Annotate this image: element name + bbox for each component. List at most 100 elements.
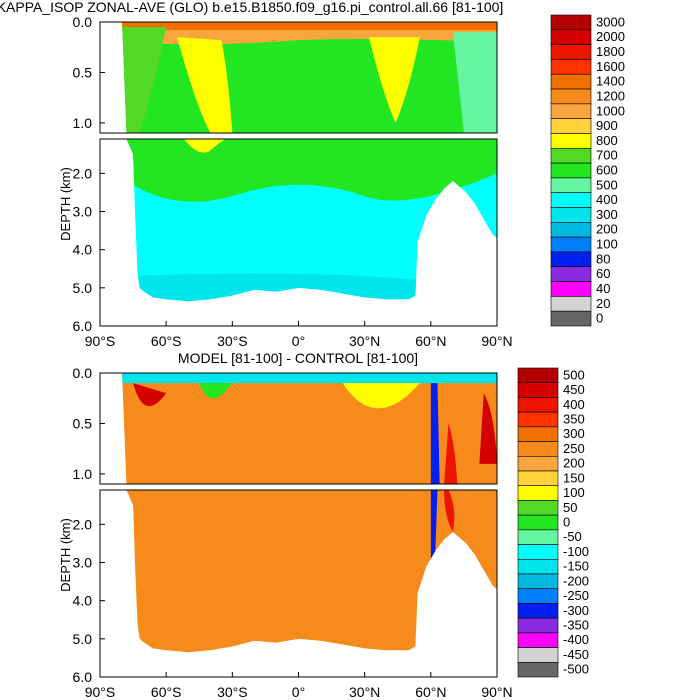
colorbar-swatch [517, 470, 559, 487]
y-tick-label: 6.0 [73, 669, 93, 685]
colorbar-label: 800 [596, 133, 618, 148]
colorbar-label: 60 [596, 266, 610, 281]
colorbar-swatch [550, 310, 592, 327]
colorbar-swatch [550, 118, 592, 134]
colorbar-swatch [517, 558, 559, 575]
y-tick-label: 5.0 [73, 280, 93, 296]
x-tick-label: 30°S [217, 684, 248, 700]
colorbar-swatch [550, 266, 592, 282]
lower-field [126, 139, 497, 302]
colorbar-label: -350 [563, 618, 589, 633]
panel-2: MODEL [81-100] - CONTROL [81-100] DEPTH (… [58, 350, 589, 700]
colorbar-label: 400 [563, 397, 585, 412]
colorbar-swatch [517, 647, 559, 663]
x-tick-label: 0° [292, 333, 305, 349]
colorbar-swatch [517, 603, 559, 619]
colorbar-label: 0 [563, 515, 570, 530]
x-tick-label: 90°N [481, 333, 512, 349]
colorbar-label: 250 [563, 441, 585, 456]
colorbar-swatch [550, 59, 592, 75]
x-tick-label: 60°N [415, 333, 446, 349]
colorbar-label: 100 [596, 237, 618, 252]
colorbar-swatch [550, 147, 592, 164]
colorbar-label: 100 [563, 485, 585, 500]
colorbar-swatch [550, 192, 592, 208]
colorbar-swatch [550, 162, 592, 179]
colorbar-swatch [517, 529, 559, 545]
y-tick-label: 3.0 [73, 204, 93, 220]
colorbar-label: 500 [563, 367, 585, 382]
colorbar-label: 350 [563, 412, 585, 427]
y-tick-label: 0.5 [73, 415, 93, 431]
colorbar-label: 2000 [596, 29, 625, 44]
y-tick-label: 0.0 [73, 365, 93, 381]
colorbar-swatch [550, 281, 592, 297]
upper-field [122, 22, 498, 133]
colorbar-label: 1800 [596, 44, 625, 59]
colorbar-swatch [517, 485, 559, 501]
colorbar-label: 450 [563, 382, 585, 397]
colorbar-label: 600 [596, 163, 618, 178]
colorbar-swatch [517, 632, 559, 648]
colorbar-label: -400 [563, 632, 589, 647]
upper-field [122, 373, 498, 484]
colorbar-swatch [517, 617, 559, 634]
x-tick-label: 30°N [349, 333, 380, 349]
colorbar-swatch [550, 133, 592, 149]
x-tick-label: 60°N [415, 684, 446, 700]
colorbar-label: -50 [563, 529, 582, 544]
colorbar-swatch [550, 236, 592, 253]
colorbar-label: 200 [596, 222, 618, 237]
colorbar-label: 500 [596, 177, 618, 192]
colorbar-swatch [517, 367, 559, 384]
colorbar-label: 3000 [596, 14, 625, 29]
chart-title: KAPPA_ISOP ZONAL-AVE (GLO) b.e15.B1850.f… [0, 0, 503, 15]
x-tick-label: 60°S [151, 684, 182, 700]
x-tick-label: 90°S [85, 333, 116, 349]
colorbar-label: -500 [563, 662, 589, 677]
colorbar-label: 20 [596, 296, 610, 311]
panel-1: KAPPA_ISOP ZONAL-AVE (GLO) b.e15.B1850.f… [0, 0, 625, 349]
x-tick-label: 90°N [481, 684, 512, 700]
colorbar-swatch [550, 251, 592, 268]
y-tick-label: 3.0 [73, 555, 93, 571]
colorbar-swatch [517, 426, 559, 442]
colorbar-label: 900 [596, 118, 618, 133]
x-tick-label: 30°N [349, 684, 380, 700]
colorbar-label: -450 [563, 647, 589, 662]
y-tick-label: 0.5 [73, 64, 93, 80]
colorbar-swatch [517, 441, 559, 457]
colorbar-swatch [517, 397, 559, 413]
colorbar-label: 150 [563, 470, 585, 485]
colorbar-label: 700 [596, 148, 618, 163]
colorbar-label: 200 [563, 456, 585, 471]
colorbar-swatch [517, 573, 559, 590]
colorbar-label: 400 [596, 192, 618, 207]
colorbar-swatch [550, 73, 592, 90]
colorbar-label: -150 [563, 559, 589, 574]
colorbar-swatch [550, 222, 592, 238]
lower-field [126, 490, 497, 653]
colorbar-label: -100 [563, 544, 589, 559]
y-axis-label: DEPTH (km) [58, 518, 73, 592]
x-tick-label: 30°S [217, 333, 248, 349]
colorbar-label: 300 [563, 426, 585, 441]
y-tick-label: 6.0 [73, 318, 93, 334]
y-tick-label: 4.0 [73, 593, 93, 609]
colorbar-label: -250 [563, 588, 589, 603]
colorbar-swatch [550, 44, 592, 60]
y-axis-label: DEPTH (km) [58, 167, 73, 241]
x-tick-label: 60°S [151, 333, 182, 349]
colorbar-swatch [517, 514, 559, 531]
colorbar-swatch [517, 588, 559, 604]
colorbar-swatch [517, 500, 559, 516]
colorbar-label: 1600 [596, 59, 625, 74]
colorbar-swatch [550, 177, 592, 194]
y-tick-label: 0.0 [73, 14, 93, 30]
colorbar-swatch [550, 207, 592, 223]
y-tick-label: 2.0 [73, 516, 93, 532]
colorbar-swatch [517, 382, 559, 398]
colorbar-swatch [517, 455, 559, 472]
x-tick-label: 0° [292, 684, 305, 700]
